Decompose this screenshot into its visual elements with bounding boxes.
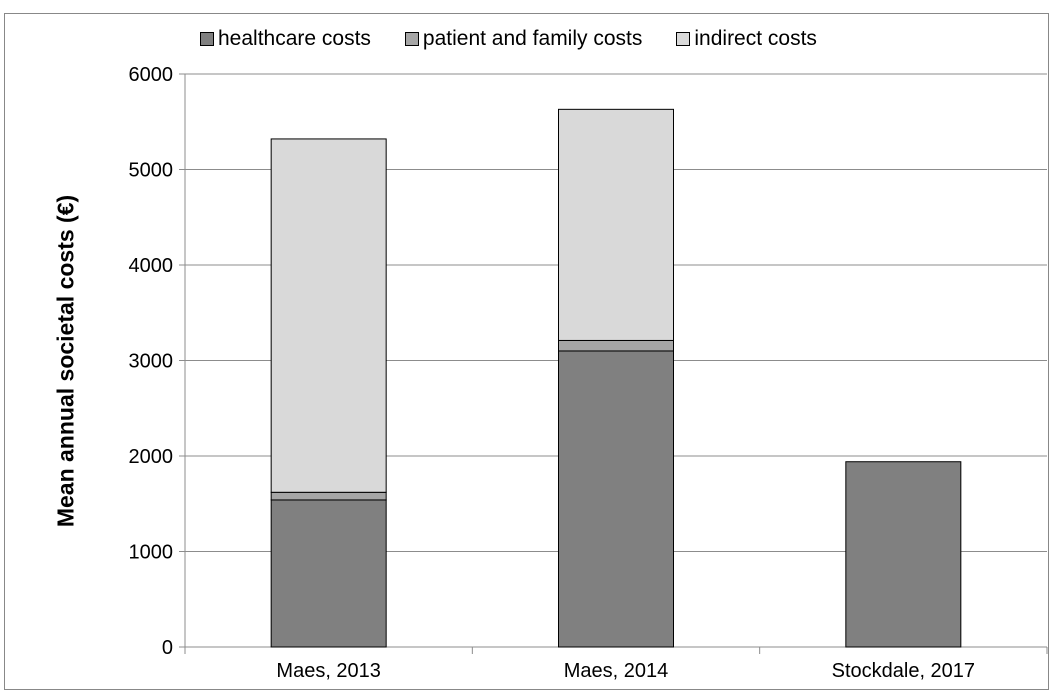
legend-swatch-healthcare	[200, 32, 214, 46]
legend: healthcare costs patient and family cost…	[200, 27, 851, 51]
y-tick-label: 0	[162, 637, 173, 659]
bar-segment	[558, 108, 674, 341]
bar-segment	[558, 350, 674, 648]
legend-item-healthcare: healthcare costs	[200, 27, 371, 51]
x-tick-label: Maes, 2014	[564, 660, 669, 682]
bar-segment	[270, 491, 387, 501]
legend-label-indirect: indirect costs	[694, 27, 817, 50]
y-tick-label: 4000	[129, 255, 174, 277]
legend-swatch-patient-family	[404, 32, 419, 46]
legend-label-patient-family: patient and family costs	[422, 27, 643, 50]
y-tick-label: 5000	[129, 160, 174, 182]
legend-label-healthcare: healthcare costs	[218, 27, 371, 50]
legend-swatch-indirect	[676, 32, 691, 46]
y-tick-label: 1000	[129, 542, 174, 564]
legend-item-indirect: indirect costs	[676, 27, 817, 51]
y-tick-label: 2000	[129, 446, 174, 468]
bar-segment	[270, 499, 387, 648]
bar-segment	[558, 339, 674, 352]
chart-frame	[4, 13, 1049, 690]
bar-segment	[845, 461, 962, 648]
bar-segment	[270, 138, 387, 493]
y-tick-label: 6000	[129, 64, 174, 86]
x-tick-label: Stockdale, 2017	[832, 660, 975, 682]
x-tick-label: Maes, 2013	[276, 660, 381, 682]
legend-item-patient-family: patient and family costs	[404, 27, 643, 51]
y-tick-label: 3000	[129, 351, 174, 373]
